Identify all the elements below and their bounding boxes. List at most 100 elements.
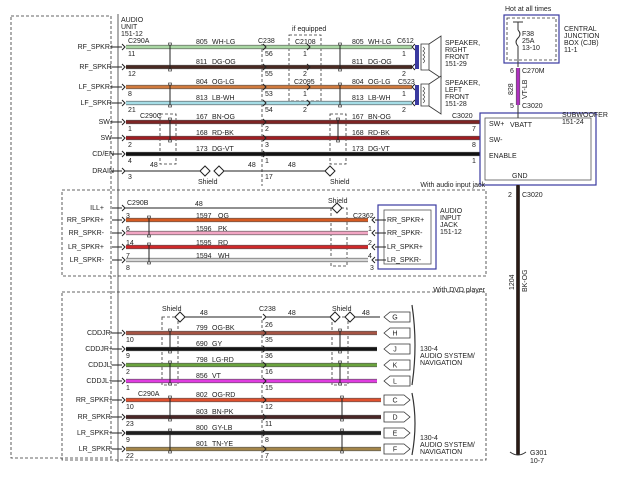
twist-pair-cap — [338, 382, 342, 386]
connector-tag-shape — [383, 327, 411, 339]
pin-number: 12 — [128, 71, 136, 78]
pin-number: 3 — [265, 142, 269, 149]
pin-number: 7 — [265, 453, 269, 460]
pin-number: 6 — [126, 226, 130, 233]
fuse-ref: 13-10 — [522, 45, 540, 52]
color-code-label: GY-LB — [212, 425, 233, 432]
pin-number: 7 — [126, 253, 130, 260]
color-code-label: LB-WH — [212, 95, 235, 102]
connector-label: C290B — [127, 200, 149, 207]
twist-pair-cap — [168, 68, 172, 72]
connector-arrow-icon — [121, 204, 126, 212]
ground-icon — [509, 451, 527, 456]
shield-drain-icon — [199, 165, 211, 177]
cjb-label: CENTRAL — [564, 26, 597, 33]
cjb-inner — [506, 17, 557, 61]
pin-number: 1 — [402, 51, 406, 58]
connector-label: C270M — [522, 68, 545, 75]
color-code-label: DG-OG — [368, 59, 392, 66]
speaker-label: SPEAKER, — [445, 40, 480, 47]
color-code-label: WH — [218, 253, 230, 260]
circuit-label: 690 — [196, 341, 208, 348]
nav-label: NAVIGATION — [420, 360, 462, 367]
signal-label: LR_SPKR- — [70, 257, 105, 264]
circuit-label: 173 — [352, 146, 364, 153]
connector-arrow-icon — [121, 118, 126, 126]
circuit-label: 798 — [196, 357, 208, 364]
twist-pair-cap — [147, 234, 151, 238]
circuit-label: 1204 — [509, 274, 516, 290]
connector-arrow-icon — [262, 99, 267, 107]
brace-icon — [411, 304, 416, 386]
fuse-icon — [515, 29, 521, 47]
circuit-label: 799 — [196, 325, 208, 332]
speaker-coil-icon — [422, 86, 425, 104]
gnd-label: GND — [512, 173, 528, 180]
connector-label: C290C — [140, 113, 162, 120]
color-code-label: RD-BK — [212, 130, 234, 137]
section-title: With audio input jack — [420, 182, 485, 189]
connector-arrow-icon — [262, 43, 267, 51]
pin-number: 55 — [265, 71, 273, 78]
connector-arrow-icon — [371, 216, 376, 224]
audio-unit-label: UNIT — [121, 24, 138, 31]
connector-arrow-icon — [262, 313, 267, 321]
twist-pair-cap — [168, 104, 172, 108]
circuit-label: 48 — [200, 310, 208, 317]
signal-label: SW+ — [99, 119, 114, 126]
connector-tag-shape — [383, 427, 411, 439]
signal-label: RF_SPKR+ — [78, 44, 114, 51]
color-code-label: RD — [218, 240, 228, 247]
circuit-label: 803 — [196, 409, 208, 416]
twist-pair-cap — [147, 215, 151, 219]
twist-pair-cap — [147, 242, 151, 246]
color-code-label: VT — [212, 373, 222, 380]
pin-number: 1 — [128, 126, 132, 133]
pin-number: 21 — [128, 107, 136, 114]
connector-arrow-icon — [262, 118, 267, 126]
circuit-label: 168 — [352, 130, 364, 137]
pin-number: 4 — [128, 158, 132, 165]
circuit-label: 48 — [248, 162, 256, 169]
color-code-label: OG — [218, 213, 229, 220]
hot-at-all-times-label: Hot at all times — [505, 6, 552, 13]
pin-number: 2 — [126, 369, 130, 376]
ground-label: G301 — [530, 450, 547, 457]
pin-number: 2 — [402, 107, 406, 114]
shield-label: Shield — [330, 179, 350, 186]
dvd-option-box — [61, 291, 487, 461]
color-code-label: DG-VT — [212, 146, 235, 153]
connector-label: C238 — [259, 306, 276, 313]
circuit-label: 811 — [196, 59, 207, 66]
connector-arrow-icon — [262, 445, 267, 453]
pin-number: 53 — [265, 91, 273, 98]
connector-tag-l — [383, 375, 411, 387]
connector-arrow-icon — [411, 43, 416, 51]
color-code-label: BN-PK — [212, 409, 234, 416]
pin-number: 56 — [265, 51, 273, 58]
twist-pair-cap — [338, 360, 342, 364]
jack-inner — [383, 209, 432, 265]
connector-tag-shape — [383, 375, 411, 387]
circuit-label: 811 — [352, 59, 363, 66]
audio-input-jack-option-box — [61, 189, 487, 277]
shield-drain-icon — [329, 311, 341, 323]
jack-pin-label: RR_SPKR- — [387, 230, 423, 237]
circuit-label: 173 — [196, 146, 208, 153]
connector-tag-label: E — [393, 431, 398, 438]
connector-arrow-icon — [121, 396, 126, 404]
speaker-terminal — [415, 85, 419, 105]
pin-number: 2 — [303, 107, 307, 114]
connector-arrow-icon — [371, 256, 376, 264]
connector-tag-g — [383, 311, 411, 323]
pin-number: 4 — [368, 253, 372, 260]
color-code-label: RD-BK — [368, 130, 390, 137]
pin-number: 36 — [265, 353, 273, 360]
subwoofer-pin-label: SW+ — [489, 121, 504, 128]
pin-number: 9 — [126, 437, 130, 444]
signal-label: CDDJR- — [87, 330, 114, 337]
connector-arrow-icon — [121, 216, 126, 224]
connector-label: C523 — [398, 79, 415, 86]
connector-arrow-icon — [121, 345, 126, 353]
pin-number: 1 — [303, 51, 307, 58]
